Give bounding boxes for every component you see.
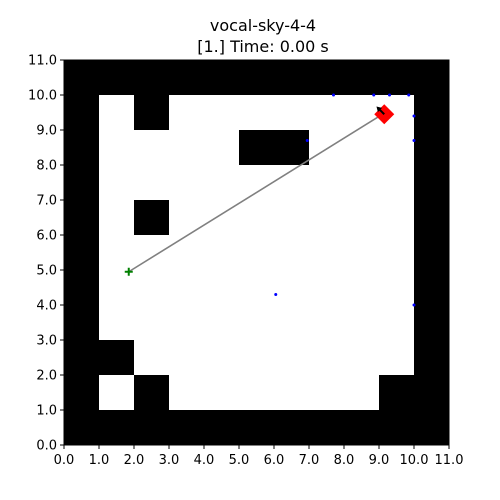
x-tick-label: 4.0: [194, 453, 215, 468]
y-tick-label: 1.0: [36, 404, 57, 419]
y-tick-label: 8.0: [36, 159, 57, 174]
scan-point: [412, 139, 416, 142]
x-tick-label: 8.0: [334, 453, 355, 468]
x-tick-label: 9.0: [369, 453, 390, 468]
obstacle-cell: [64, 60, 99, 445]
obstacle-cell: [134, 375, 169, 410]
plot-frame: [63, 59, 450, 446]
chart-subtitle: [1.] Time: 0.00 s: [197, 37, 329, 56]
x-tick-label: 11.0: [435, 453, 464, 468]
obstacle-cell: [64, 410, 449, 445]
x-tick-label: 2.0: [124, 453, 145, 468]
scan-point: [332, 93, 335, 97]
scan-point: [412, 114, 416, 118]
obstacle-cell: [239, 130, 309, 165]
x-tick-label: 1.0: [89, 453, 110, 468]
y-tick-label: 6.0: [36, 229, 57, 244]
scan-point: [274, 293, 278, 296]
x-axis: 0.0 1.0 2.0 3.0 4.0 5.0 6.0 7.0 8.0 9.0 10.0 11.0: [54, 445, 464, 468]
scan-point: [412, 303, 416, 307]
y-tick-label: 2.0: [36, 369, 57, 384]
obstacle-cell: [99, 340, 134, 375]
scan-point: [305, 139, 309, 142]
obstacle-cell: [64, 60, 449, 95]
x-tick-label: 3.0: [159, 453, 180, 468]
start-marker: [124, 267, 133, 276]
x-tick-label: 5.0: [229, 453, 250, 468]
y-tick-label: 3.0: [36, 334, 57, 349]
y-axis: 0.0 1.0 2.0 3.0 4.0 5.0 6.0 7.0 8.0 9.0 10.0 11.0: [28, 54, 64, 454]
chart-title: vocal-sky-4-4: [210, 16, 316, 35]
y-tick-label: 0.0: [36, 439, 57, 454]
path-layer: [128, 113, 383, 273]
y-tick-label: 10.0: [28, 89, 57, 104]
y-tick-label: 7.0: [36, 194, 57, 209]
scan-point: [372, 93, 376, 97]
x-tick-label: 7.0: [299, 453, 320, 468]
trajectory-line: [128, 113, 383, 273]
scan-points-layer: [274, 93, 416, 307]
scan-point: [388, 93, 391, 97]
plot-area: [63, 59, 450, 446]
scan-point: [407, 93, 411, 97]
obstacle-cell: [414, 60, 449, 445]
obstacle-layer: [64, 60, 449, 445]
x-tick-label: 10.0: [400, 453, 429, 468]
y-tick-label: 5.0: [36, 264, 57, 279]
obstacle-cell: [134, 95, 169, 130]
y-tick-label: 11.0: [28, 54, 57, 69]
obstacle-cell: [379, 375, 414, 410]
obstacle-cell: [134, 200, 169, 235]
y-tick-label: 4.0: [36, 299, 57, 314]
x-tick-label: 6.0: [264, 453, 285, 468]
x-tick-label: 0.0: [54, 453, 75, 468]
agent-heading-arrow: [376, 106, 385, 115]
y-tick-label: 9.0: [36, 124, 57, 139]
markers-layer: [124, 104, 395, 276]
